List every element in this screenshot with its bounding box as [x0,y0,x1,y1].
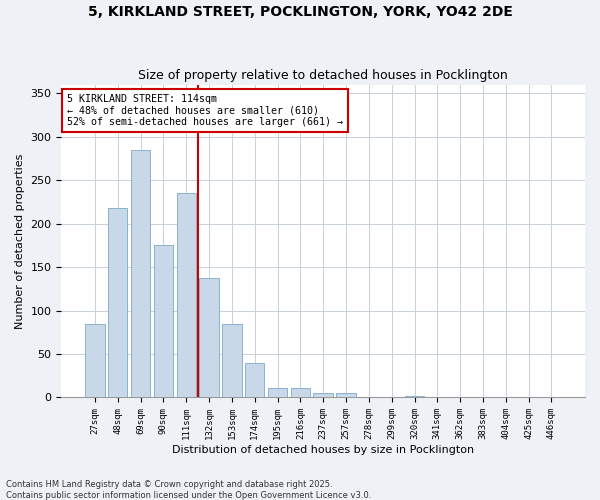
Y-axis label: Number of detached properties: Number of detached properties [15,154,25,328]
Bar [199,278,219,398]
Text: 5 KIRKLAND STREET: 114sqm
← 48% of detached houses are smaller (610)
52% of semi: 5 KIRKLAND STREET: 114sqm ← 48% of detac… [67,94,343,127]
Text: 5, KIRKLAND STREET, POCKLINGTON, YORK, YO42 2DE: 5, KIRKLAND STREET, POCKLINGTON, YORK, Y… [88,5,512,19]
Bar [290,388,310,398]
Bar [222,324,242,398]
Title: Size of property relative to detached houses in Pocklington: Size of property relative to detached ho… [139,69,508,82]
Bar [154,246,173,398]
Text: Contains HM Land Registry data © Crown copyright and database right 2025.
Contai: Contains HM Land Registry data © Crown c… [6,480,371,500]
X-axis label: Distribution of detached houses by size in Pocklington: Distribution of detached houses by size … [172,445,474,455]
Bar [313,393,333,398]
Bar [245,362,265,398]
Bar [337,393,356,398]
Bar [108,208,127,398]
Bar [405,396,424,398]
Bar [176,193,196,398]
Bar [85,324,104,398]
Bar [268,388,287,398]
Bar [131,150,150,398]
Bar [451,396,470,398]
